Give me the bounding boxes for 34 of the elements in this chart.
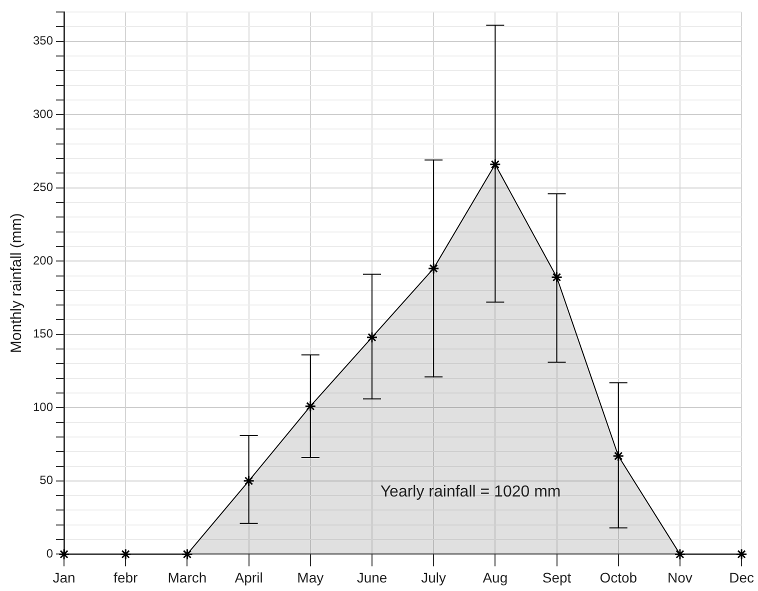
- y-tick-label: 0: [46, 546, 54, 561]
- x-tick-label: Dec: [729, 569, 754, 586]
- point: [489, 158, 501, 170]
- x-tick-label: Jan: [52, 569, 76, 586]
- point: [304, 400, 316, 412]
- point: [181, 548, 193, 560]
- point: [674, 548, 686, 560]
- y-axis-title: Monthly rainfall (mm): [8, 213, 26, 354]
- x-tick-label: May: [297, 569, 324, 586]
- x-tick-label: April: [234, 569, 263, 586]
- point: [243, 475, 255, 487]
- point: [551, 271, 563, 283]
- annotation: Yearly rainfall = 1020 mm: [380, 483, 561, 500]
- x-tick-label: Sept: [542, 569, 572, 586]
- y-tick-label: 250: [32, 180, 54, 194]
- y-tick-label: 200: [32, 253, 54, 268]
- point: [736, 548, 748, 560]
- x-tick-label: June: [356, 569, 388, 586]
- y-tick-label: 100: [32, 400, 54, 414]
- x-tick-label: March: [168, 569, 207, 586]
- point: [612, 450, 624, 462]
- x-tick-label: Aug: [482, 569, 508, 586]
- y-tick-label: 150: [32, 326, 54, 341]
- point: [366, 332, 378, 344]
- point: [120, 548, 132, 560]
- x-tick-label: febr: [114, 569, 138, 586]
- y-tick-label: 300: [32, 106, 54, 121]
- x-tick-label: Nov: [668, 569, 692, 586]
- y-tick-label: 50: [40, 473, 54, 488]
- point: [58, 548, 70, 560]
- point: [428, 262, 440, 274]
- x-tick-label: July: [421, 569, 446, 586]
- y-tick-label: 350: [32, 34, 54, 48]
- x-tick-label: Octob: [600, 569, 638, 586]
